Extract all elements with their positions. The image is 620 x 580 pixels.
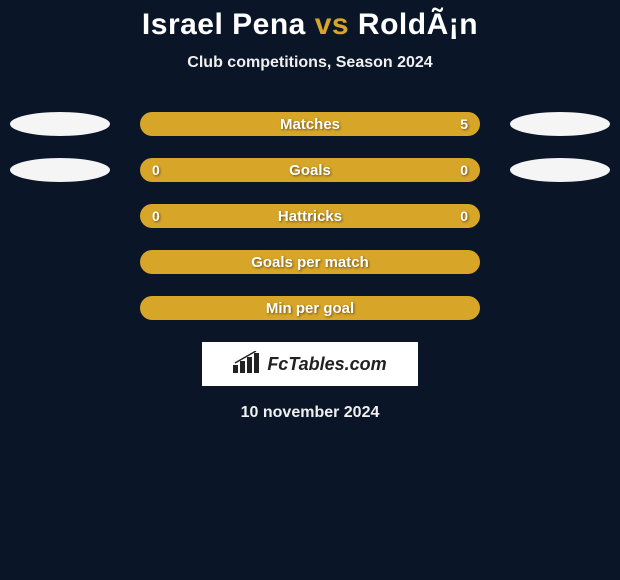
spacer bbox=[10, 250, 110, 274]
stat-label: Goals bbox=[289, 162, 331, 179]
player2-name: RoldÃ¡n bbox=[358, 8, 478, 41]
stat-label: Min per goal bbox=[266, 300, 354, 317]
player2-ellipse bbox=[510, 158, 610, 182]
spacer bbox=[510, 296, 610, 320]
spacer bbox=[510, 204, 610, 228]
stat-value-right: 0 bbox=[460, 162, 468, 178]
stat-row: Matches 5 bbox=[0, 112, 620, 136]
stat-bar: Matches 5 bbox=[140, 112, 480, 136]
spacer bbox=[510, 250, 610, 274]
stat-value-right: 5 bbox=[460, 116, 468, 132]
footer-date: 10 november 2024 bbox=[0, 404, 620, 422]
stat-value-left: 0 bbox=[152, 208, 160, 224]
stat-row: 0 Goals 0 bbox=[0, 158, 620, 182]
stat-rows: Matches 5 0 Goals 0 0 Hattricks 0 Goals per matc… bbox=[0, 112, 620, 320]
stat-label: Hattricks bbox=[278, 208, 342, 225]
player1-ellipse bbox=[10, 112, 110, 136]
footer-logo: FcTables.com bbox=[202, 342, 418, 386]
spacer bbox=[10, 204, 110, 228]
stat-bar: Min per goal bbox=[140, 296, 480, 320]
stat-row: 0 Hattricks 0 bbox=[0, 204, 620, 228]
chart-icon bbox=[233, 351, 261, 378]
stat-value-right: 0 bbox=[460, 208, 468, 224]
subtitle: Club competitions, Season 2024 bbox=[0, 54, 620, 72]
stat-bar: Goals per match bbox=[140, 250, 480, 274]
stat-row: Min per goal bbox=[0, 296, 620, 320]
stat-row: Goals per match bbox=[0, 250, 620, 274]
stat-label: Matches bbox=[280, 116, 340, 133]
footer-logo-text: FcTables.com bbox=[267, 354, 386, 375]
vs-text: vs bbox=[315, 8, 349, 41]
player1-ellipse bbox=[10, 158, 110, 182]
spacer bbox=[10, 296, 110, 320]
stat-label: Goals per match bbox=[251, 254, 369, 271]
comparison-card: Israel Pena vs RoldÃ¡n Club competitions… bbox=[0, 0, 620, 422]
player1-name: Israel Pena bbox=[142, 8, 306, 41]
player2-ellipse bbox=[510, 112, 610, 136]
stat-bar: 0 Hattricks 0 bbox=[140, 204, 480, 228]
page-title: Israel Pena vs RoldÃ¡n bbox=[0, 8, 620, 42]
stat-value-left: 0 bbox=[152, 162, 160, 178]
stat-bar: 0 Goals 0 bbox=[140, 158, 480, 182]
